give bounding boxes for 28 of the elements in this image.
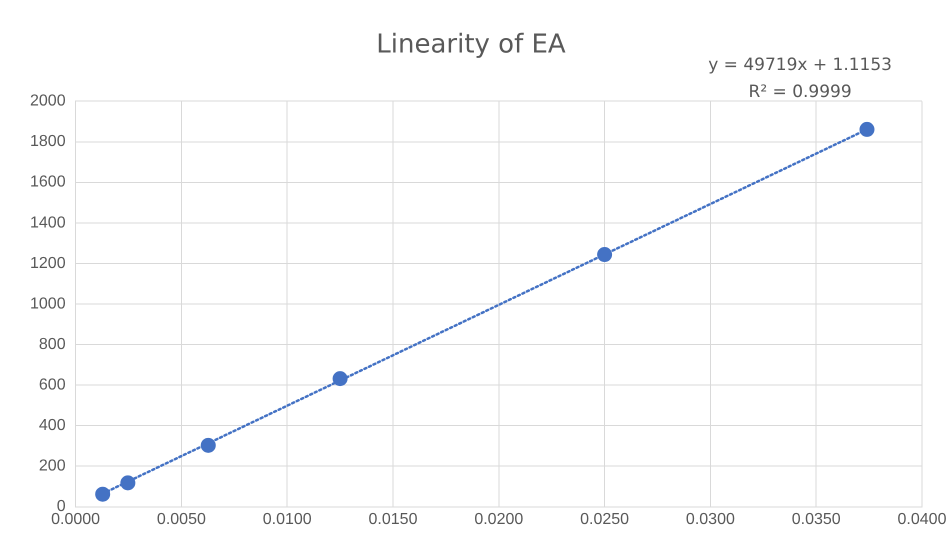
x-tick-label: 0.0250 bbox=[580, 510, 630, 528]
x-tick-label: 0.0200 bbox=[474, 510, 524, 528]
x-tick-label: 0.0100 bbox=[262, 510, 312, 528]
point bbox=[200, 438, 216, 453]
point bbox=[859, 122, 874, 137]
x-tick-label: 0.0000 bbox=[51, 510, 100, 528]
annotation: R² = 0.9999 bbox=[748, 81, 853, 104]
point bbox=[597, 247, 612, 262]
y-tick-label: 1800 bbox=[30, 133, 66, 150]
y-tick-label: 400 bbox=[38, 417, 66, 434]
x-tick-label: 0.0350 bbox=[792, 510, 841, 528]
text: y = 49719x + 1.1153 bbox=[708, 54, 892, 77]
y-tick-label: 800 bbox=[38, 336, 66, 353]
chart-title: Linearity of EA bbox=[376, 29, 566, 60]
y-tick-label: 1400 bbox=[30, 214, 66, 232]
x-tick-label: 0.0300 bbox=[686, 510, 735, 528]
y-tick-label: 1600 bbox=[30, 174, 66, 191]
y-tick-label: 1000 bbox=[30, 295, 66, 312]
point bbox=[95, 486, 110, 502]
x-tick-label: 0.0400 bbox=[898, 510, 947, 528]
x-tick-label: 0.0050 bbox=[156, 510, 206, 528]
point bbox=[332, 371, 348, 386]
y-tick-label: 2000 bbox=[30, 92, 66, 110]
y-tick-label: 200 bbox=[38, 458, 66, 475]
x-tick-label: 0.0150 bbox=[368, 510, 418, 528]
y-tick-label: 600 bbox=[38, 376, 66, 394]
y-tick-label: 1200 bbox=[30, 254, 66, 272]
point bbox=[120, 475, 136, 490]
